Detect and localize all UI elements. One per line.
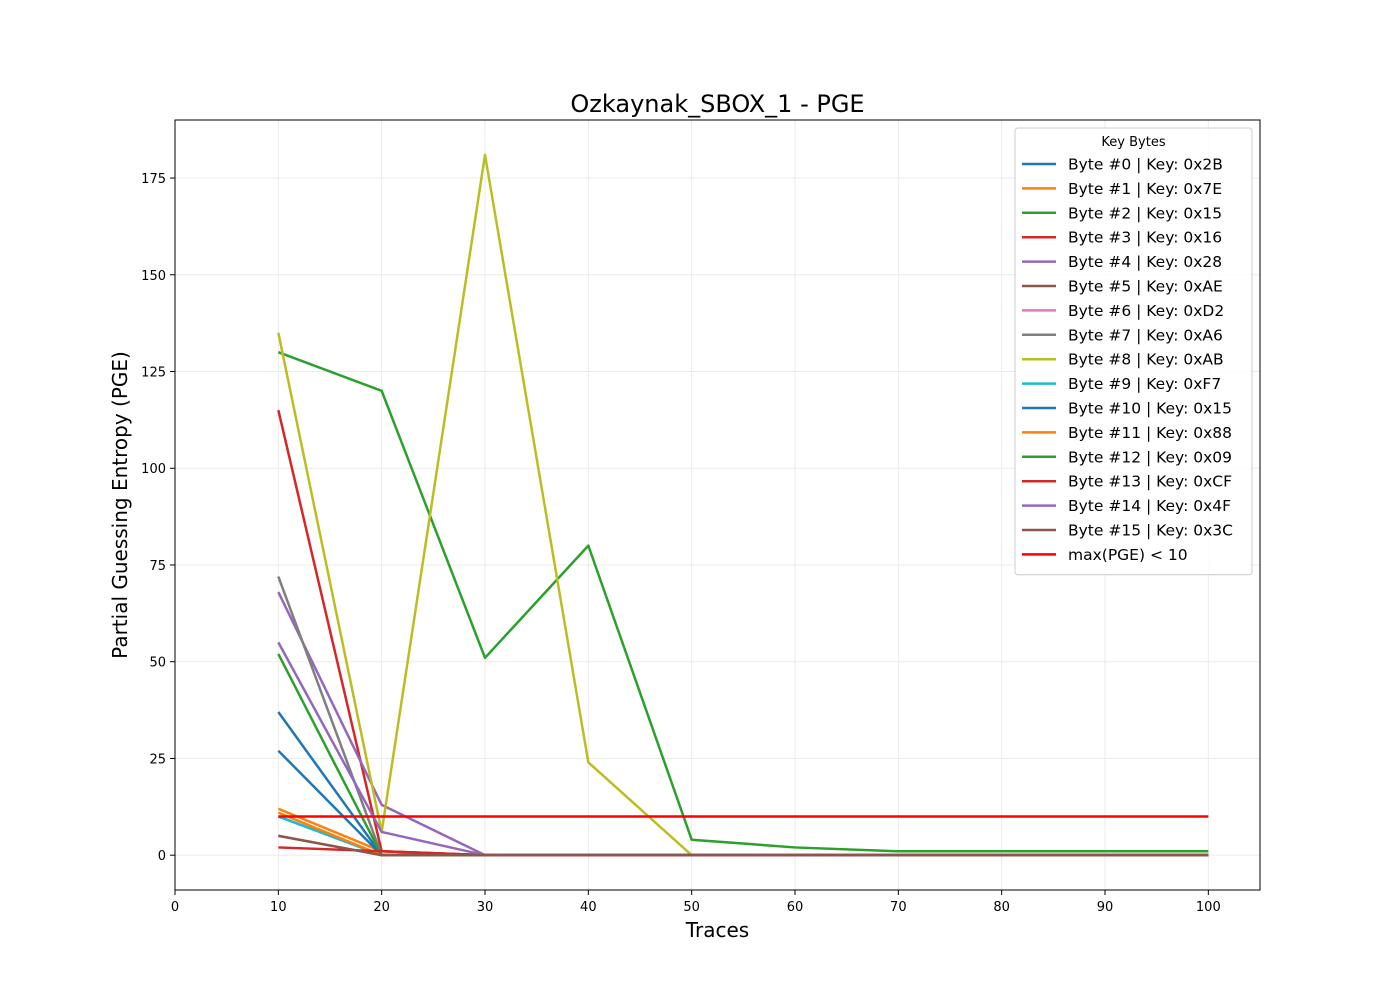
- legend-entry-label: Byte #10 | Key: 0x15: [1068, 400, 1232, 418]
- legend-title: Key Bytes: [1101, 135, 1165, 150]
- x-tick-label: 50: [683, 900, 700, 915]
- legend-entry-label: Byte #11 | Key: 0x88: [1068, 424, 1232, 442]
- y-tick-label: 125: [141, 366, 166, 381]
- legend-entry-label: Byte #2 | Key: 0x15: [1068, 204, 1222, 222]
- x-tick-label: 90: [1097, 900, 1114, 915]
- legend-entry-label: Byte #3 | Key: 0x16: [1068, 229, 1222, 247]
- legend-entry-label: Byte #12 | Key: 0x09: [1068, 448, 1232, 466]
- x-axis-label: Traces: [685, 918, 749, 942]
- legend: Key Bytes Byte #0 | Key: 0x2B Byte #1 | Ke…: [1014, 127, 1253, 576]
- y-axis-label: Partial Guessing Entropy (PGE): [108, 351, 132, 659]
- series-line-15: [278, 834, 1209, 857]
- x-tick-label: 30: [477, 900, 494, 915]
- legend-entry-label: Byte #5 | Key: 0xAE: [1068, 278, 1223, 296]
- legend-entry-label: Byte #7 | Key: 0xA6: [1068, 326, 1223, 344]
- x-axis-ticks: 0 10 20 30 40 50 60 70 80 90 100: [171, 890, 1221, 915]
- x-tick-label: 70: [890, 900, 907, 915]
- legend-entry-label: Byte #1 | Key: 0x7E: [1068, 180, 1222, 198]
- legend-entry-label: Byte #8 | Key: 0xAB: [1068, 351, 1224, 369]
- legend-entry-label: Byte #9 | Key: 0xF7: [1068, 375, 1221, 393]
- x-tick-label: 10: [270, 900, 287, 915]
- legend-entry-label: Byte #13 | Key: 0xCF: [1068, 473, 1232, 491]
- y-tick-label: 100: [141, 462, 166, 477]
- x-tick-label: 60: [787, 900, 804, 915]
- legend-entry-label: Byte #6 | Key: 0xD2: [1068, 302, 1224, 320]
- series-line-2: [277, 350, 1209, 853]
- y-axis-ticks: 0 25 50 75 100 125 150 175: [141, 172, 175, 864]
- x-tick-label: 40: [580, 900, 597, 915]
- plot-area-frame: [174, 119, 1261, 891]
- y-tick-label: 75: [149, 559, 166, 574]
- legend-entry-label: Byte #0 | Key: 0x2B: [1068, 156, 1223, 174]
- chart-title: Ozkaynak_SBOX_1 - PGE: [570, 90, 864, 118]
- x-tick-label: 100: [1196, 900, 1221, 915]
- legend-entry-label: max(PGE) < 10: [1068, 546, 1188, 564]
- legend-box: [1014, 127, 1253, 576]
- y-tick-label: 0: [158, 849, 166, 864]
- legend-entry-label: Byte #14 | Key: 0x4F: [1068, 497, 1231, 515]
- y-tick-label: 25: [149, 752, 166, 767]
- y-tick-label: 175: [141, 172, 166, 187]
- legend-entry-label: Byte #4 | Key: 0x28: [1068, 253, 1222, 271]
- x-tick-label: 20: [373, 900, 390, 915]
- x-tick-label: 0: [171, 900, 179, 915]
- y-tick-label: 150: [141, 269, 166, 284]
- x-tick-label: 80: [993, 900, 1010, 915]
- legend-entry-label: Byte #15 | Key: 0x3C: [1068, 522, 1233, 540]
- series-lines: [277, 153, 1209, 857]
- y-tick-label: 50: [149, 656, 166, 671]
